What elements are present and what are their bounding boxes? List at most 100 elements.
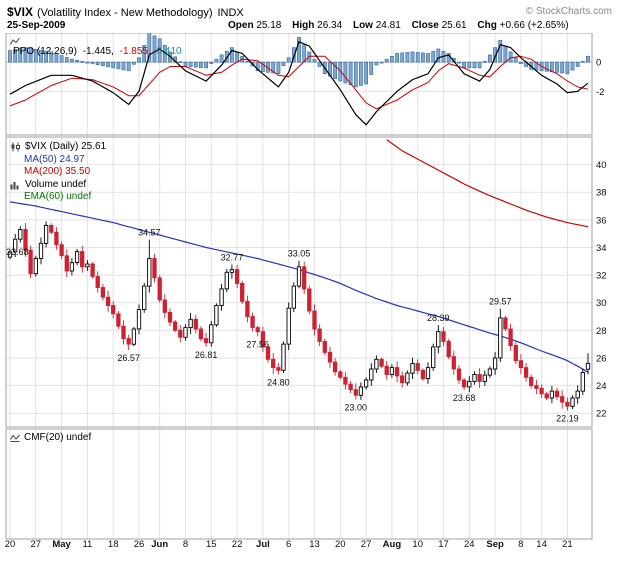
header-line-1: $VIX (Volatility Index - New Methodology)…	[7, 5, 613, 19]
chart-canvas: 33.68 26.57 34.57 26.81 32.77 27.56 24.80 33.05…	[5, 33, 607, 550]
legend-volume-row: Volume undef	[10, 179, 106, 192]
legend-ema60-row: EMA(60) undef	[24, 191, 106, 204]
svg-text:May: May	[52, 539, 71, 550]
ppo-line	[9, 40, 589, 126]
price-label: 28.39	[427, 313, 450, 323]
price-label: 26.81	[195, 350, 218, 360]
candles-layer	[7, 221, 591, 411]
svg-text:Sep: Sep	[486, 539, 504, 550]
svg-text:32: 32	[596, 271, 607, 282]
svg-text:21: 21	[562, 539, 573, 550]
svg-text:15: 15	[206, 539, 217, 550]
svg-text:8: 8	[183, 539, 188, 550]
ma200-line	[386, 139, 589, 228]
svg-text:13: 13	[309, 539, 320, 550]
legend-ma200-label: MA(200) 35.50	[24, 166, 91, 177]
svg-text:27: 27	[361, 539, 372, 550]
svg-text:20: 20	[5, 539, 16, 550]
quote-low: Low 24.81	[353, 20, 401, 31]
price-label: 24.80	[267, 378, 290, 388]
svg-text:10: 10	[412, 539, 423, 550]
svg-text:11: 11	[82, 539, 92, 550]
quote-change: Chg +0.66 (+2.65%)	[477, 20, 568, 31]
svg-text:Jun: Jun	[151, 539, 168, 550]
ppo-signal-value: -1.855,	[119, 46, 151, 57]
svg-text:28: 28	[596, 326, 607, 337]
legend-cmf-label: CMF(20) undef	[24, 432, 92, 443]
svg-text:36: 36	[596, 215, 607, 226]
svg-text:22: 22	[596, 409, 607, 420]
volume-icon	[10, 180, 21, 190]
quote-low-value: 24.81	[375, 20, 401, 31]
quote-change-label: Chg	[477, 20, 497, 31]
legend-ma50-row: MA(50) 24.97	[24, 154, 106, 167]
ppo-value: -1.445,	[82, 46, 114, 57]
price-label: 27.56	[246, 339, 269, 349]
ohlc-quote: Open 25.18 High 26.34 Low 24.81 Close 25…	[228, 20, 577, 31]
price-axis-labels: 22 24 26 28 30 32 34 36 38 40	[596, 160, 607, 420]
price-label: 32.77	[221, 253, 244, 263]
legend-symbol-row: $VIX (Daily) 25.61	[10, 141, 106, 154]
svg-text:18: 18	[108, 539, 119, 550]
legend-cmf-row: CMF(20) undef	[10, 432, 91, 443]
price-panel-border	[5, 136, 593, 428]
cmf-indicator-icon	[10, 433, 20, 442]
quote-close-label: Close	[411, 20, 439, 31]
ppo-indicator-icon	[10, 37, 185, 46]
symbol: $VIX	[7, 5, 34, 19]
copyright-credit: © StockCharts.com	[525, 6, 612, 17]
quote-high-label: High	[292, 20, 315, 31]
svg-text:Aug: Aug	[383, 539, 402, 550]
svg-text:26: 26	[596, 354, 607, 365]
chart-title: (Volatility Index - New Methodology)	[37, 7, 213, 19]
ppo-panel-border	[5, 33, 593, 136]
cmf-panel-border	[5, 428, 593, 540]
svg-text:6: 6	[286, 539, 291, 550]
svg-text:14: 14	[536, 539, 547, 550]
svg-text:17: 17	[438, 539, 449, 550]
quote-open-label: Open	[228, 20, 254, 31]
candlestick-icon	[10, 142, 21, 152]
price-label: 23.68	[453, 393, 476, 403]
svg-text:30: 30	[596, 298, 607, 309]
quote-open: Open 25.18	[228, 20, 281, 31]
ppo-axis-labels: 0 -2	[596, 58, 604, 98]
cmf-legend: CMF(20) undef	[10, 432, 91, 443]
svg-text:8: 8	[518, 539, 523, 550]
quote-change-value: +0.66 (+2.65%)	[499, 20, 569, 31]
price-label: 22.19	[556, 414, 579, 424]
svg-text:Jul: Jul	[256, 539, 270, 550]
svg-text:-2: -2	[596, 87, 604, 98]
svg-text:22: 22	[232, 539, 243, 550]
svg-text:24: 24	[464, 539, 475, 550]
price-label: 29.57	[489, 297, 512, 307]
exchange-label: INDX	[217, 7, 244, 19]
price-legend: $VIX (Daily) 25.61 MA(50) 24.97 MA(200) …	[10, 141, 106, 204]
price-label: 26.57	[117, 353, 140, 363]
svg-text:0: 0	[596, 58, 601, 69]
quote-high-value: 26.34	[317, 20, 343, 31]
legend-volume-label: Volume undef	[25, 178, 87, 190]
svg-text:38: 38	[596, 188, 607, 199]
svg-text:20: 20	[335, 539, 346, 550]
price-label: 23.00	[345, 402, 368, 412]
price-annotations: 33.68 26.57 34.57 26.81 32.77 27.56 24.80 33.05…	[6, 228, 579, 424]
quote-low-label: Low	[352, 20, 373, 31]
ppo-histogram-value: 0.410	[156, 46, 182, 57]
svg-text:27: 27	[31, 539, 42, 550]
header-line-2: 25-Sep-2009 Open 25.18 High 26.34 Low 24…	[7, 20, 613, 33]
ppo-signal-line	[9, 55, 589, 110]
quote-high: High 26.34	[292, 20, 342, 31]
legend-symbol-label: $VIX (Daily) 25.61	[25, 141, 107, 152]
legend-ma50-label: MA(50) 24.97	[24, 153, 85, 165]
ppo-legend: PPO (12,26,9) -1.445, -1.855, 0.410	[10, 37, 185, 57]
ppo-legend-label: PPO (12,26,9)	[13, 46, 77, 57]
quote-close-value: 25.61	[441, 20, 467, 31]
svg-text:34: 34	[596, 243, 607, 254]
legend-ema60-label: EMA(60) undef	[24, 191, 92, 202]
quote-open-value: 25.18	[256, 20, 282, 31]
price-label: 33.68	[6, 247, 29, 257]
chart-date: 25-Sep-2009	[7, 20, 66, 31]
svg-text:26: 26	[134, 539, 145, 550]
